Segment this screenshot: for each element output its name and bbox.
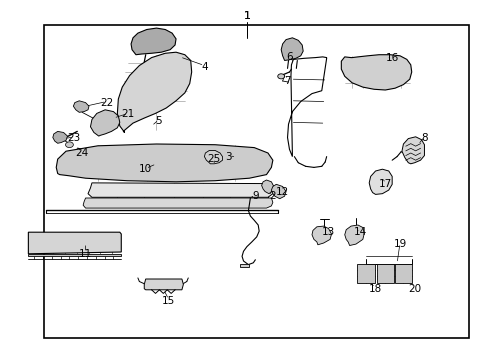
Polygon shape [28, 254, 121, 256]
Polygon shape [28, 232, 121, 254]
Text: 15: 15 [162, 296, 175, 306]
Polygon shape [239, 264, 249, 267]
Polygon shape [281, 38, 303, 60]
Polygon shape [261, 180, 273, 194]
Text: 7: 7 [284, 76, 290, 86]
Text: 10: 10 [139, 164, 152, 174]
Text: 11: 11 [79, 249, 92, 259]
Text: 20: 20 [407, 284, 420, 294]
Polygon shape [376, 264, 393, 283]
Polygon shape [53, 131, 67, 143]
Text: 23: 23 [67, 132, 81, 143]
Text: 5: 5 [155, 116, 162, 126]
Text: 24: 24 [75, 148, 89, 158]
Text: 17: 17 [378, 179, 391, 189]
Polygon shape [56, 144, 272, 182]
Circle shape [65, 142, 73, 148]
Polygon shape [73, 101, 89, 112]
Polygon shape [144, 279, 183, 290]
Polygon shape [401, 137, 424, 164]
Polygon shape [311, 226, 331, 245]
Text: 1: 1 [243, 11, 250, 21]
Text: 21: 21 [121, 109, 135, 120]
Polygon shape [204, 150, 222, 164]
Text: 13: 13 [321, 227, 335, 237]
Polygon shape [131, 28, 176, 55]
Polygon shape [356, 264, 374, 283]
Polygon shape [271, 184, 285, 199]
Polygon shape [88, 183, 274, 197]
Polygon shape [368, 169, 391, 194]
Circle shape [277, 74, 284, 79]
Text: 12: 12 [275, 186, 289, 197]
Polygon shape [344, 225, 364, 246]
Polygon shape [90, 110, 120, 136]
Text: 6: 6 [285, 52, 292, 62]
Text: 8: 8 [420, 132, 427, 143]
Text: 9: 9 [251, 191, 258, 201]
Polygon shape [117, 52, 191, 132]
Text: 14: 14 [353, 227, 367, 237]
Text: 4: 4 [201, 62, 207, 72]
Text: 2: 2 [269, 191, 276, 201]
Polygon shape [394, 264, 411, 283]
Polygon shape [341, 55, 411, 90]
Text: 25: 25 [207, 154, 221, 164]
Text: 1: 1 [243, 11, 250, 21]
Text: 16: 16 [385, 53, 398, 63]
Text: 18: 18 [368, 284, 382, 294]
Text: 22: 22 [100, 98, 113, 108]
Polygon shape [83, 198, 272, 208]
Text: 3: 3 [225, 152, 232, 162]
Text: 19: 19 [392, 239, 406, 249]
Bar [44, 25, 468, 338]
